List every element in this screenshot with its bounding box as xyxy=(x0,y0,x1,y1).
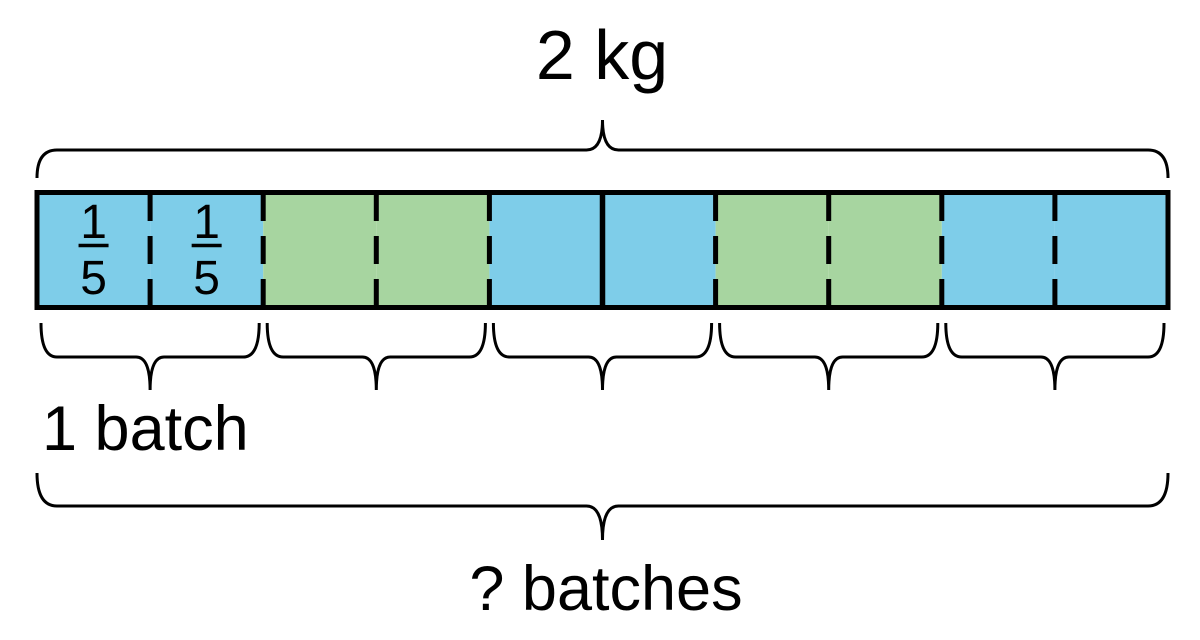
group-brace xyxy=(39,322,261,391)
tape-cell xyxy=(489,190,603,310)
group-brace xyxy=(944,322,1166,391)
fraction-numerator: 1 xyxy=(193,196,220,249)
fraction-denominator: 5 xyxy=(193,252,220,305)
tape-cell xyxy=(828,190,942,310)
tape-dividers xyxy=(147,190,1058,310)
tape-cell xyxy=(715,190,829,310)
fraction-denominator: 5 xyxy=(80,252,107,305)
top-brace xyxy=(35,119,1170,179)
tape-border xyxy=(34,190,1171,310)
group-brace xyxy=(491,322,714,391)
tape-cell xyxy=(1054,190,1168,310)
tape-cell xyxy=(37,190,151,310)
tape-cell xyxy=(941,190,1055,310)
tape-cell xyxy=(602,190,716,310)
tape-cell xyxy=(150,190,264,310)
group-brace xyxy=(265,322,487,391)
tape-cell xyxy=(263,190,377,310)
top-brace-label: 2 kg xyxy=(536,16,668,94)
tape-cell xyxy=(376,190,490,310)
batch-label: 1 batch xyxy=(42,394,249,464)
fraction-numerator: 1 xyxy=(80,196,107,249)
group-braces xyxy=(39,322,1166,391)
group-brace xyxy=(718,322,940,391)
bottom-brace-label: ? batches xyxy=(469,554,742,624)
bottom-brace xyxy=(35,472,1170,541)
